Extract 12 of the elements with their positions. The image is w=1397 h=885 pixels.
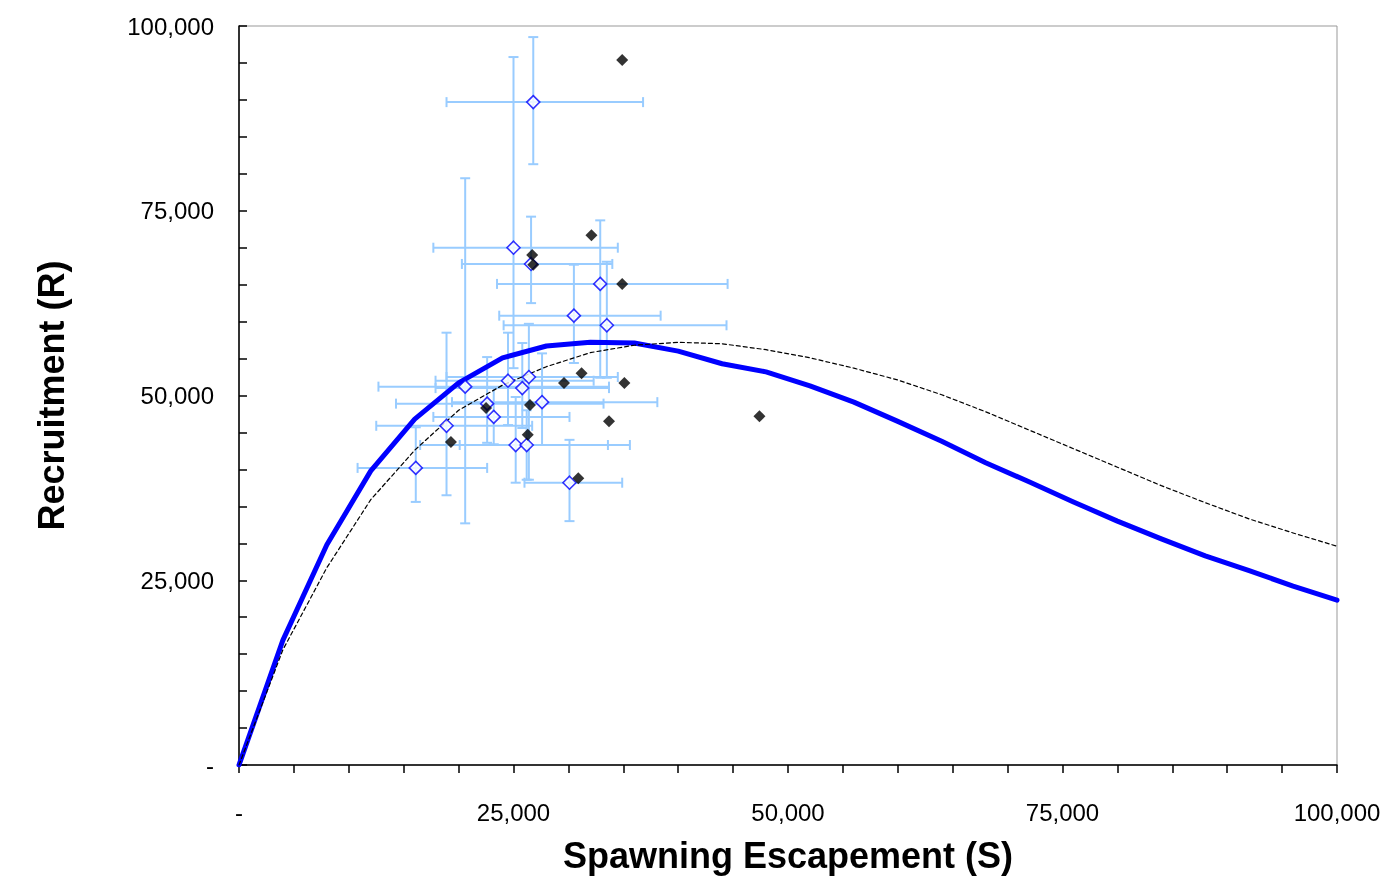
x-axis-title: Spawning Escapement (S): [562, 834, 1014, 876]
x-tick-label: 100,000: [1293, 798, 1381, 826]
y-tick-label: 25,000: [140, 566, 214, 594]
y-axis-title: Recruitment (R): [30, 260, 72, 531]
y-tick-label: 50,000: [140, 382, 214, 409]
x-tick-label: 25,000: [476, 798, 551, 826]
x-tick-label: 50,000: [751, 798, 825, 826]
y-tick-label: -: [206, 751, 214, 779]
y-tick-label: 100,000: [127, 12, 214, 40]
x-tick-label: -: [235, 798, 243, 826]
x-tick-label: 75,000: [1025, 798, 1100, 826]
y-tick-label: 75,000: [140, 197, 214, 225]
